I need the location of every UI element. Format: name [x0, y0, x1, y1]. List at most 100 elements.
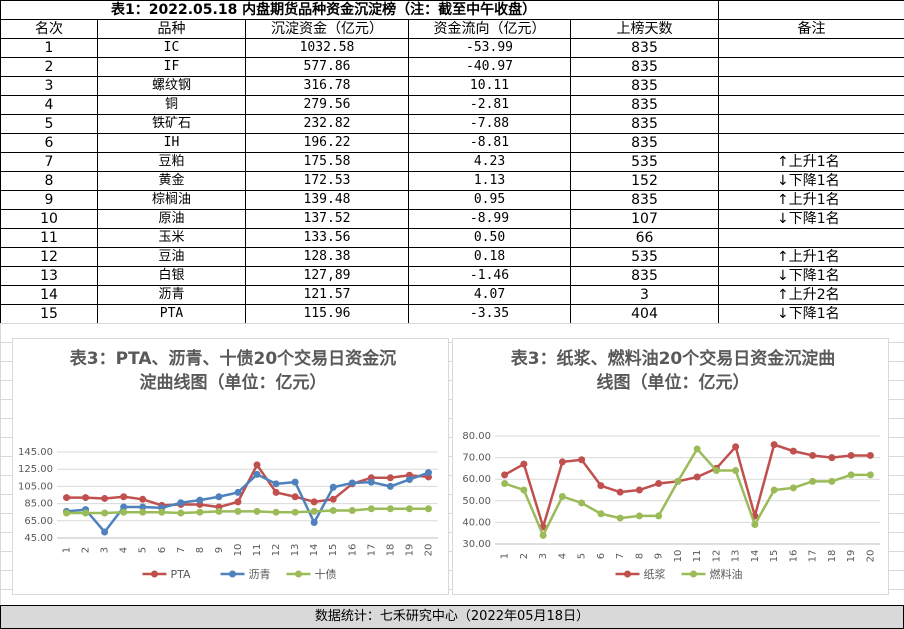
- y-tick-label: 105.00: [18, 481, 53, 492]
- point: [559, 493, 566, 500]
- cell: 3: [1, 77, 98, 96]
- cell: 1.13: [409, 172, 571, 191]
- point: [674, 478, 681, 485]
- point: [177, 510, 184, 517]
- x-tick-label: 7: [615, 553, 626, 559]
- legend-label: 十债: [315, 567, 337, 581]
- point: [425, 469, 432, 476]
- x-tick-label: 9: [654, 553, 665, 559]
- cell: [719, 96, 904, 115]
- x-tick-label: 14: [750, 550, 761, 563]
- y-tick-label: 145.00: [18, 447, 53, 458]
- x-tick-label: 16: [788, 550, 799, 563]
- cell: 13: [1, 267, 98, 286]
- cell: 121.57: [246, 286, 409, 305]
- point: [828, 454, 835, 461]
- point: [101, 510, 108, 517]
- cell: 玉米: [98, 229, 246, 248]
- point: [101, 528, 108, 535]
- cell: 115.96: [246, 305, 409, 324]
- cell: 名次: [1, 20, 98, 39]
- point: [158, 509, 165, 516]
- x-tick-label: 10: [673, 550, 684, 563]
- cell: 404: [571, 305, 719, 324]
- cell: 152: [571, 172, 719, 191]
- cell: 2: [1, 58, 98, 77]
- point: [196, 497, 203, 504]
- point: [732, 467, 739, 474]
- cell: [719, 115, 904, 134]
- cell: 172.53: [246, 172, 409, 191]
- x-tick-label: 20: [423, 544, 434, 557]
- point: [790, 448, 797, 455]
- point: [254, 471, 261, 478]
- point: [139, 496, 146, 503]
- cell: 棕榈油: [98, 191, 246, 210]
- point: [828, 478, 835, 485]
- point: [790, 484, 797, 491]
- point: [597, 510, 604, 517]
- cell: 137.52: [246, 210, 409, 229]
- point: [215, 493, 222, 500]
- cell: 10.11: [409, 77, 571, 96]
- point: [655, 480, 662, 487]
- x-tick-label: 19: [404, 544, 415, 557]
- point: [234, 489, 241, 496]
- cell: [719, 77, 904, 96]
- cell: ↑上升2名: [719, 286, 904, 305]
- cell: IH: [98, 134, 246, 153]
- x-tick-label: 1: [500, 553, 511, 559]
- point: [520, 461, 527, 468]
- cell: 14: [1, 286, 98, 305]
- point: [177, 499, 184, 506]
- point: [330, 484, 337, 491]
- cell: ↓下降1名: [719, 305, 904, 324]
- cell: IC: [98, 39, 246, 58]
- x-tick-label: 2: [81, 547, 92, 553]
- cell: 1: [1, 39, 98, 58]
- legend-marker: [151, 571, 158, 578]
- point: [406, 476, 413, 483]
- point: [254, 461, 261, 468]
- cell: 铁矿石: [98, 115, 246, 134]
- x-tick-label: 10: [233, 544, 244, 557]
- point: [713, 467, 720, 474]
- point: [771, 441, 778, 448]
- cell: -3.35: [409, 305, 571, 324]
- y-tick-label: 50.00: [462, 496, 491, 507]
- header-row: 名次品种沉淀资金（亿元）资金流向（亿元）上榜天数备注: [1, 20, 904, 39]
- x-tick-label: 3: [538, 553, 549, 559]
- y-tick-label: 70.00: [462, 453, 491, 464]
- cell: 10: [1, 210, 98, 229]
- point: [120, 493, 127, 500]
- cell: 上榜天数: [571, 20, 719, 39]
- point: [82, 510, 89, 517]
- point: [771, 487, 778, 494]
- legend-marker: [690, 571, 697, 578]
- cell: ↑上升1名: [719, 153, 904, 172]
- legend-label: PTA: [171, 568, 191, 581]
- point: [292, 509, 299, 516]
- y-tick-label: 30.00: [462, 539, 491, 550]
- cell: 11: [1, 229, 98, 248]
- point: [636, 512, 643, 519]
- cell: 835: [571, 77, 719, 96]
- cell: 8: [1, 172, 98, 191]
- legend-label: 燃料油: [710, 567, 743, 581]
- cell: -2.81: [409, 96, 571, 115]
- x-tick-label: 6: [157, 547, 168, 553]
- cell: -8.99: [409, 210, 571, 229]
- point: [82, 494, 89, 501]
- point: [349, 479, 356, 486]
- x-tick-label: 8: [195, 547, 206, 553]
- point: [330, 496, 337, 503]
- cell: 3: [571, 286, 719, 305]
- point: [501, 480, 508, 487]
- cell: 835: [571, 267, 719, 286]
- cell: 7: [1, 153, 98, 172]
